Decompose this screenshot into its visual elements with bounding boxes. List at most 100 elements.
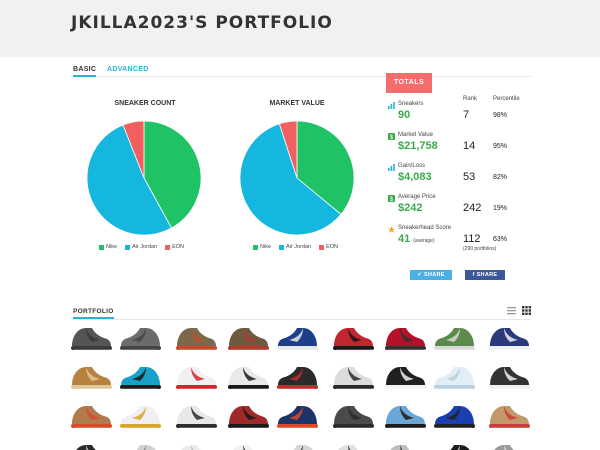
- facebook-share-button[interactable]: f SHARE: [465, 270, 505, 280]
- sneaker-thumbnail[interactable]: [380, 322, 428, 354]
- sneaker-thumbnail[interactable]: [380, 439, 428, 450]
- pie-slice-eon[interactable]: [122, 120, 145, 179]
- totals-tab[interactable]: TOTALS: [386, 73, 432, 93]
- stat-rank-text: 242: [463, 202, 482, 214]
- sneaker-thumbnail[interactable]: [484, 361, 532, 393]
- sneaker-thumbnail[interactable]: [118, 400, 166, 432]
- star-icon: [388, 226, 395, 233]
- sneaker-icon: [384, 406, 426, 429]
- sneaker-icon: [227, 367, 269, 390]
- sneaker-thumbnail[interactable]: [223, 400, 271, 432]
- market-value-pie: [239, 120, 355, 236]
- stat-value: $242: [398, 202, 422, 214]
- list-view-icon[interactable]: [507, 306, 516, 315]
- legend-item-air-jordan: Air Jordan: [125, 244, 157, 250]
- tab-advanced[interactable]: ADVANCED: [107, 66, 149, 73]
- sneaker-icon: [434, 367, 476, 390]
- rank-header: Rank: [463, 96, 478, 102]
- pie-slice-nike[interactable]: [143, 120, 202, 229]
- sneaker-thumbnail[interactable]: [328, 322, 376, 354]
- sneaker-icon: [277, 406, 319, 429]
- stat-rank-text: 7: [463, 109, 470, 121]
- sneaker-thumbnail[interactable]: [432, 322, 480, 354]
- sneaker-icon: [71, 406, 112, 429]
- legend-label: EON: [172, 244, 185, 250]
- stat-label: Average Price: [398, 194, 436, 200]
- sneaker-icon: [71, 367, 112, 390]
- pie-slice-air-jordan[interactable]: [239, 123, 342, 236]
- stat-label: Sneakerhead Score: [398, 225, 452, 231]
- price-icon: $: [388, 195, 395, 202]
- sneaker-icon: [233, 445, 253, 450]
- sneaker-thumbnail[interactable]: [66, 400, 114, 432]
- legend-swatch: [165, 244, 171, 250]
- sneaker-thumbnail[interactable]: [66, 361, 114, 393]
- sneaker-thumbnail[interactable]: [171, 439, 219, 450]
- sneaker-thumbnail[interactable]: [484, 322, 532, 354]
- sneaker-thumbnail[interactable]: [432, 439, 480, 450]
- pie-slice-nike[interactable]: [296, 120, 355, 215]
- sneaker-thumbnail[interactable]: [275, 361, 323, 393]
- sneaker-icon: [277, 328, 319, 351]
- stat-row-market-value: $ Market Value $21,758 14 95%: [386, 129, 532, 160]
- stat-rank: 242: [463, 202, 481, 214]
- legend-item-nike: Nike: [253, 244, 271, 250]
- sneaker-thumbnail[interactable]: [171, 361, 219, 393]
- sneaker-icon: [120, 406, 162, 429]
- sneaker-thumbnail[interactable]: [380, 361, 428, 393]
- sneaker-thumbnail[interactable]: [328, 361, 376, 393]
- gain-icon: [388, 164, 395, 171]
- sneaker-thumbnail[interactable]: [171, 400, 219, 432]
- svg-text:$: $: [390, 135, 394, 140]
- sneaker-thumbnail[interactable]: [223, 322, 271, 354]
- pie-slice-air-jordan[interactable]: [86, 124, 173, 236]
- sneaker-thumbnail[interactable]: [66, 439, 114, 450]
- sneaker-thumbnail[interactable]: [432, 400, 480, 432]
- legend-item-nike: Nike: [99, 244, 117, 250]
- sneaker-thumbnail[interactable]: [328, 439, 376, 450]
- sneaker-thumbnail[interactable]: [66, 322, 114, 354]
- tab-basic[interactable]: BASIC: [73, 66, 97, 77]
- stat-value-text: 90: [398, 109, 411, 121]
- portfolio-label: PORTFOLIO: [73, 308, 114, 319]
- sneaker-thumbnail[interactable]: [118, 322, 166, 354]
- sneaker-count-pie: [86, 120, 202, 236]
- sneaker-thumbnail[interactable]: [275, 439, 323, 450]
- sneaker-icon: [489, 367, 531, 390]
- sneaker-icon: [120, 328, 162, 351]
- grid-view-icon[interactable]: [522, 306, 531, 315]
- sneaker-count-legend: Nike Air Jordan EON: [99, 244, 184, 250]
- stat-row-average-price: $ Average Price $242 242 19%: [386, 191, 532, 222]
- stat-row-sneakers: Sneakers 90 7 98%: [386, 98, 532, 129]
- sneaker-thumbnail[interactable]: [275, 400, 323, 432]
- sneaker-thumbnail[interactable]: [118, 361, 166, 393]
- dollar-icon: $: [388, 133, 395, 140]
- pie-slice-eon[interactable]: [278, 120, 298, 179]
- page-header: JKILLA2023'S PORTFOLIO: [0, 0, 600, 57]
- sneaker-thumbnail[interactable]: [118, 439, 166, 450]
- stat-value: $4,083: [398, 171, 432, 183]
- legend-swatch: [125, 244, 131, 250]
- sneaker-thumbnail[interactable]: [432, 361, 480, 393]
- sneaker-thumbnail[interactable]: [484, 439, 532, 450]
- sneaker-icon: [332, 367, 374, 390]
- stat-value-text: $21,758: [398, 140, 438, 152]
- sneaker-thumbnail[interactable]: [275, 322, 323, 354]
- sneaker-icon: [434, 406, 476, 429]
- sneaker-thumbnail[interactable]: [223, 361, 271, 393]
- sneaker-thumbnail[interactable]: [223, 439, 271, 450]
- twitter-share-button[interactable]: ✔ SHARE: [410, 270, 452, 280]
- stat-percentile: 95%: [493, 143, 508, 150]
- twitter-icon: ✔: [417, 272, 424, 278]
- sneaker-icon: [227, 328, 269, 351]
- stat-value-text: $4,083: [398, 171, 432, 183]
- legend-item-eon: EON: [165, 244, 184, 250]
- sneaker-thumbnail[interactable]: [484, 400, 532, 432]
- sneaker-thumbnail[interactable]: [328, 400, 376, 432]
- sneaker-thumbnail[interactable]: [380, 400, 428, 432]
- percentile-header: Percentile: [493, 96, 520, 102]
- sneaker-icon: [384, 367, 426, 390]
- stat-rank: 14: [463, 140, 475, 152]
- stat-rank-sub: (290 portfolios): [463, 246, 497, 252]
- sneaker-thumbnail[interactable]: [171, 322, 219, 354]
